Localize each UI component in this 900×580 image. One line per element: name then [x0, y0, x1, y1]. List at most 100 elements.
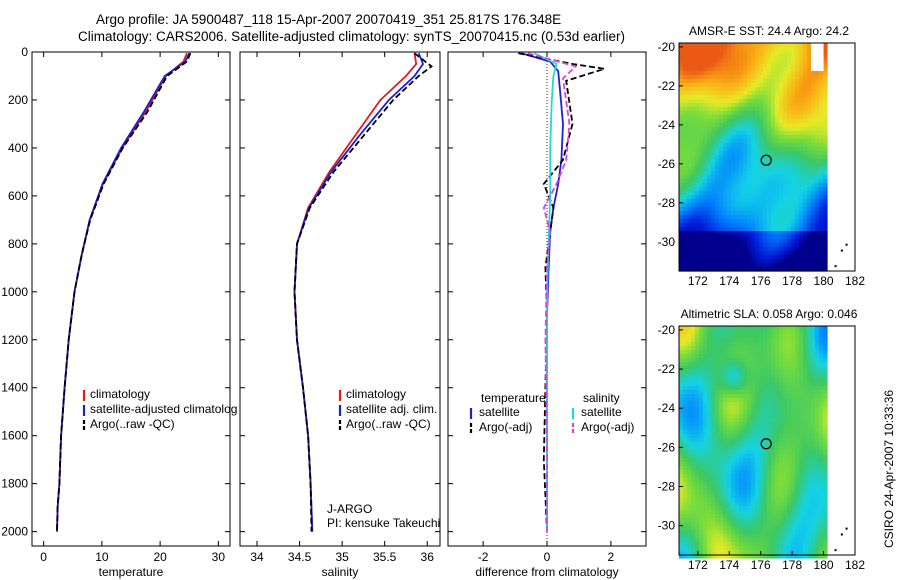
salinity-legend-label: Argo(..raw -QC) — [346, 417, 431, 431]
temperature-legend-label: satellite-adjusted climatolog — [90, 402, 237, 416]
sst-map-raster — [679, 43, 828, 272]
sst-map-xtick-label: 182 — [845, 274, 865, 288]
sst-map-xtick-label: 174 — [719, 274, 739, 288]
difference-xlabel: difference from climatology — [475, 565, 618, 579]
temperature-ytick-label: 800 — [8, 237, 28, 251]
temperature-ytick-label: 1200 — [1, 333, 28, 347]
difference-legend-label: Argo(-adj) — [581, 420, 634, 434]
sla-map-argo-float-marker — [760, 438, 772, 450]
sst-map-island — [845, 243, 848, 246]
salinity-axes-frame — [239, 51, 441, 547]
sla-map-xtick-label: 180 — [814, 558, 834, 572]
salinity-series-1 — [293, 52, 425, 532]
salinity-xtick-label: 36 — [421, 550, 435, 564]
sst-map-xtick-label: 178 — [782, 274, 802, 288]
temperature-xlabel: temperature — [99, 565, 164, 579]
difference-series-2 — [533, 52, 558, 532]
salinity-series-2 — [293, 52, 433, 532]
sla-map-raster — [679, 326, 828, 559]
sla-map-xtick-label: 178 — [782, 558, 802, 572]
figure-title-line-2: Climatology: CARS2006. Satellite-adjuste… — [78, 29, 625, 44]
sla-map-island — [845, 527, 848, 530]
temperature-ytick-label: 2000 — [1, 525, 28, 539]
difference-legend-header: salinity — [583, 391, 620, 405]
temperature-series-0 — [56, 52, 188, 532]
sst-map-ytick-label: -28 — [658, 196, 676, 210]
temperature-xtick-label: 20 — [153, 550, 167, 564]
sst-map-panel: AMSR-E SST: 24.4 Argo: 24.2 172 174 176 178 1… — [658, 24, 866, 288]
salinity-legend-label: climatology — [346, 387, 406, 401]
sla-map-ytick-label: -28 — [658, 479, 676, 493]
sla-map-frame — [678, 325, 856, 556]
sst-map-island — [840, 249, 843, 252]
salinity-xtick-label: 34.5 — [288, 550, 312, 564]
sst-map-xtick-label: 172 — [688, 274, 708, 288]
salinity-panel: 34 34.5 35 35.5 36 salinity climatologysatelli… — [239, 51, 441, 579]
sst-map-xtick-label: 180 — [814, 274, 834, 288]
temperature-xtick-label: 10 — [95, 550, 109, 564]
salinity-legend-label: satellite adj. clim. — [346, 402, 437, 416]
sst-map-ytick-label: -20 — [658, 40, 676, 54]
temperature-axes-frame — [31, 51, 231, 547]
temperature-ytick-label: 1800 — [1, 477, 28, 491]
salinity-xlabel: salinity — [322, 565, 359, 579]
salinity-xtick-label: 35 — [335, 550, 349, 564]
temperature-ytick-label: 1000 — [1, 285, 28, 299]
sst-map-ytick-label: -26 — [658, 157, 676, 171]
temperature-ytick-label: 0 — [21, 45, 28, 59]
salinity-xtick-label: 34 — [250, 550, 264, 564]
sst-map-argo-float-marker — [760, 154, 772, 166]
temperature-ytick-label: 600 — [8, 189, 28, 203]
salinity-annotation-line: PI: kensuke Takeuchi — [327, 516, 440, 530]
sla-map-ytick-label: -30 — [658, 519, 676, 533]
difference-series-1 — [518, 52, 605, 532]
difference-series-3 — [527, 52, 578, 532]
sst-map-island — [834, 265, 837, 268]
sla-map-island — [840, 533, 843, 536]
difference-legend-header: temperature — [481, 391, 546, 405]
temperature-ytick-label: 1600 — [1, 429, 28, 443]
temperature-xtick-label: 30 — [212, 550, 226, 564]
difference-xtick-label: 2 — [608, 550, 615, 564]
difference-series-0 — [521, 52, 564, 532]
sla-map-ytick-label: -26 — [658, 440, 676, 454]
difference-legend-label: Argo(-adj) — [479, 420, 532, 434]
sla-map-ytick-label: -20 — [658, 323, 676, 337]
temperature-panel: 0 10 20 30 temperature 0 200 400 600 800 1000 1200 1… — [1, 45, 237, 579]
sla-map-xtick-label: 176 — [751, 558, 771, 572]
figure-title-line-1: Argo profile: JA 5900487_118 15-Apr-2007… — [96, 12, 561, 27]
sla-map-title: Altimetric SLA: 0.058 Argo: 0.046 — [681, 307, 858, 321]
difference-xtick-label: 0 — [544, 550, 551, 564]
sla-map-island — [834, 549, 837, 552]
sst-map-frame — [678, 42, 856, 272]
sla-map-ytick-label: -22 — [658, 362, 676, 376]
temperature-series-1 — [56, 52, 191, 532]
temperature-ytick-label: 200 — [8, 93, 28, 107]
sst-map-missing-data — [811, 43, 824, 71]
salinity-annotation-line: J-ARGO — [327, 502, 372, 516]
temperature-xtick-label: 0 — [40, 550, 47, 564]
temperature-ytick-label: 1400 — [1, 381, 28, 395]
temperature-legend-label: climatology — [90, 387, 150, 401]
side-caption: CSIRO 24-Apr-2007 10:33:36 — [882, 390, 896, 548]
sst-map-ytick-label: -22 — [658, 79, 676, 93]
sla-map-ytick-label: -24 — [658, 401, 676, 415]
difference-legend-label: satellite — [479, 405, 520, 419]
temperature-ytick-label: 400 — [8, 141, 28, 155]
sla-map-panel: Altimetric SLA: 0.058 Argo: 0.046 172 174 1… — [658, 307, 866, 572]
difference-legend-label: satellite — [581, 405, 622, 419]
temperature-series-2 — [56, 52, 192, 532]
sla-map-xtick-label: 174 — [719, 558, 739, 572]
sst-map-ytick-label: -30 — [658, 235, 676, 249]
salinity-xtick-label: 35.5 — [373, 550, 397, 564]
difference-xtick-label: -2 — [478, 550, 489, 564]
sst-map-ytick-label: -24 — [658, 118, 676, 132]
sst-map-title: AMSR-E SST: 24.4 Argo: 24.2 — [689, 24, 849, 38]
sla-map-xtick-label: 172 — [688, 558, 708, 572]
sla-map-xtick-label: 182 — [845, 558, 865, 572]
sst-map-xtick-label: 176 — [751, 274, 771, 288]
temperature-legend-label: Argo(..raw -QC) — [90, 417, 175, 431]
salinity-series-0 — [293, 53, 418, 532]
